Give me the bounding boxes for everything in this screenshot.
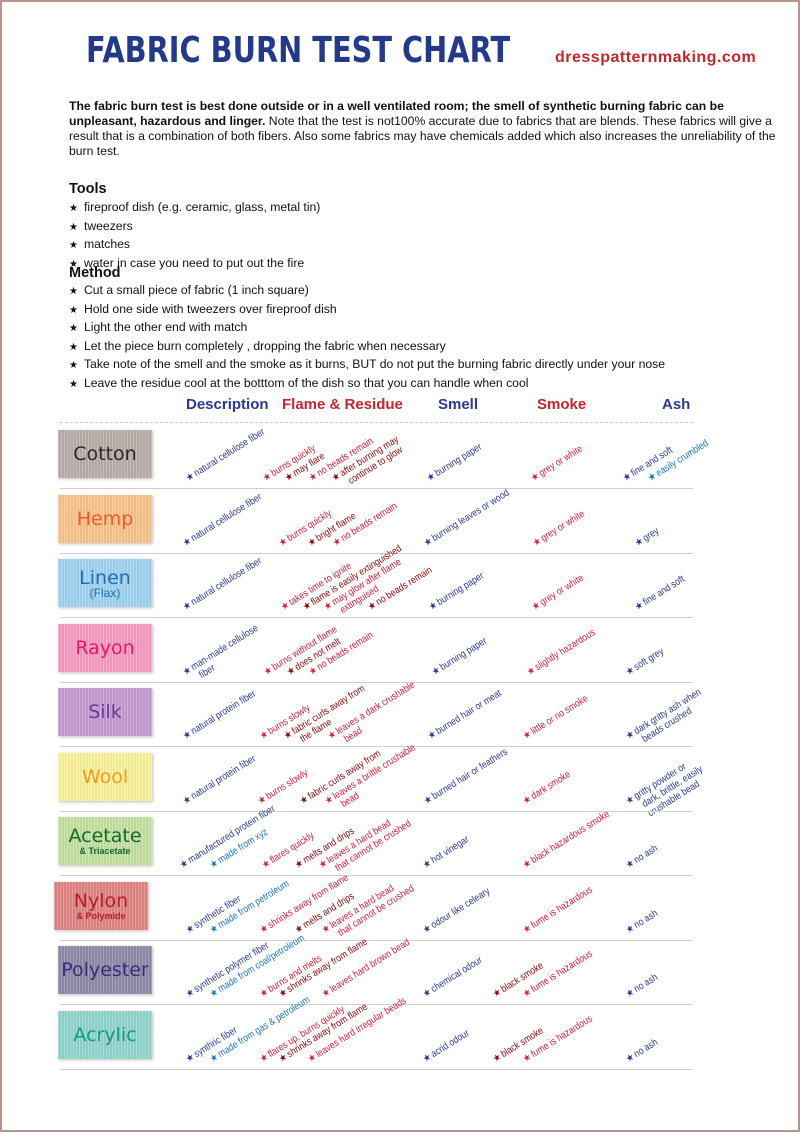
fabric-label-silk: Silk bbox=[58, 688, 152, 736]
fabric-label-cotton: Cotton bbox=[58, 430, 152, 478]
row-divider bbox=[60, 617, 693, 618]
row-divider bbox=[60, 682, 693, 683]
row-divider bbox=[60, 875, 693, 876]
tools-item: ★ water in case you need to put out the f… bbox=[69, 255, 320, 274]
row-divider bbox=[60, 940, 693, 941]
column-header-description: Description bbox=[186, 396, 269, 413]
tools-list: ★ fireproof dish (e.g. ceramic, glass, me… bbox=[69, 199, 320, 273]
method-item-text: Hold one side with tweezers over firepro… bbox=[83, 301, 337, 316]
row-divider bbox=[60, 811, 693, 812]
fabric-label-polyester: Polyester bbox=[58, 946, 152, 994]
tools-item: ★ matches bbox=[69, 236, 320, 255]
fabric-name: Silk bbox=[88, 701, 122, 723]
fabric-label-linen: Linen (Flax) bbox=[58, 559, 152, 607]
fabric-name: Nylon bbox=[73, 890, 129, 912]
fabric-name: Acrylic bbox=[73, 1024, 137, 1046]
method-item-text: Let the piece burn completely , dropping… bbox=[83, 338, 446, 353]
method-item: ★ Hold one side with tweezers over firepr… bbox=[69, 301, 665, 320]
fabric-subname: & Polymide bbox=[76, 911, 126, 921]
fabric-label-wool: Wool bbox=[58, 753, 152, 801]
tools-item-text: water in case you need to put out the fi… bbox=[83, 255, 305, 270]
tools-heading: Tools bbox=[69, 181, 107, 197]
star-icon: ★ bbox=[69, 378, 78, 390]
fabric-name: Hemp bbox=[76, 508, 134, 530]
fabric-label-acrylic: Acrylic bbox=[58, 1011, 152, 1059]
method-item-text: Cut a small piece of fabric (1 inch squa… bbox=[83, 283, 309, 297]
tools-item-text: matches bbox=[83, 237, 131, 251]
intro-paragraph: The fabric burn test is best done outsid… bbox=[69, 99, 781, 159]
fabric-subname: (Flax) bbox=[89, 586, 121, 600]
star-icon: ★ bbox=[69, 258, 78, 270]
fabric-label-rayon: Rayon bbox=[58, 624, 152, 672]
method-list: ★ Cut a small piece of fabric (1 inch squ… bbox=[69, 282, 665, 393]
column-header-smell: Smell bbox=[438, 396, 479, 413]
row-divider bbox=[60, 746, 693, 747]
fabric-name: Linen bbox=[79, 567, 131, 589]
column-header-flame-residue: Flame & Residue bbox=[282, 396, 403, 413]
method-item: ★ Take note of the smell and the smoke as… bbox=[69, 356, 665, 375]
method-heading: Method bbox=[69, 265, 121, 281]
method-item: ★ Leave the residue cool at the botttom o… bbox=[69, 375, 665, 394]
intro-bold: The fabric burn test is best done outsid… bbox=[69, 99, 724, 128]
method-item-text: Take note of the smell and the smoke as … bbox=[83, 357, 666, 371]
column-header-ash: Ash bbox=[662, 396, 691, 413]
column-header-smoke: Smoke bbox=[537, 396, 587, 413]
page-title: FABRIC BURN TEST CHART bbox=[86, 30, 511, 71]
row-divider bbox=[60, 1004, 693, 1005]
star-icon: ★ bbox=[69, 360, 78, 371]
star-icon: ★ bbox=[69, 240, 78, 251]
row-divider bbox=[60, 553, 693, 554]
method-item-text: Light the other end with match bbox=[83, 320, 248, 334]
star-icon: ★ bbox=[69, 323, 78, 334]
star-icon: ★ bbox=[69, 221, 78, 233]
row-divider bbox=[60, 1069, 693, 1070]
intro-rest: Note that the test is not100% accurate d… bbox=[69, 114, 776, 158]
tools-item: ★ tweezers bbox=[69, 218, 320, 237]
fabric-name: Acetate bbox=[68, 825, 142, 847]
star-icon: ★ bbox=[69, 203, 78, 214]
fabric-name: Rayon bbox=[75, 637, 135, 659]
method-item-text: Leave the residue cool at the botttom of… bbox=[83, 375, 529, 390]
fabric-label-nylon: Nylon & Polymide bbox=[54, 882, 148, 930]
fabric-name: Cotton bbox=[73, 443, 137, 465]
row-divider bbox=[60, 488, 693, 489]
star-icon: ★ bbox=[69, 341, 78, 353]
method-item: ★ Light the other end with match bbox=[69, 319, 665, 338]
table-top-divider bbox=[60, 422, 693, 423]
tools-item-text: tweezers bbox=[83, 218, 133, 233]
star-icon: ★ bbox=[69, 286, 78, 297]
star-icon: ★ bbox=[69, 304, 78, 316]
fabric-label-acetate: Acetate & Triacetate bbox=[58, 817, 152, 865]
fabric-name: Polyester bbox=[61, 959, 149, 981]
site-link[interactable]: dresspatternmaking.com bbox=[555, 49, 757, 66]
tools-item-text: fireproof dish (e.g. ceramic, glass, met… bbox=[83, 200, 321, 214]
tools-item: ★ fireproof dish (e.g. ceramic, glass, me… bbox=[69, 199, 320, 218]
fabric-subname: & Triacetate bbox=[79, 846, 131, 856]
method-item: ★ Cut a small piece of fabric (1 inch squ… bbox=[69, 282, 665, 301]
fabric-label-hemp: Hemp bbox=[58, 495, 152, 543]
fabric-name: Wool bbox=[81, 766, 129, 788]
method-item: ★ Let the piece burn completely , droppin… bbox=[69, 338, 665, 357]
